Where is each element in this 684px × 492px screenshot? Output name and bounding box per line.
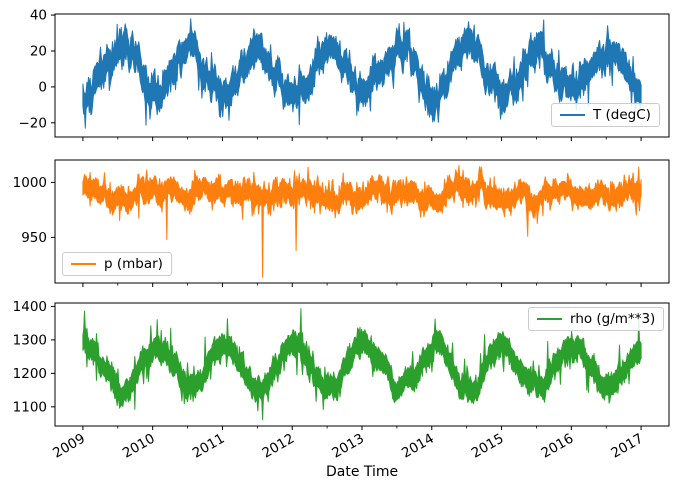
legend-line-sample-temperature bbox=[560, 114, 585, 117]
legend-label-temperature: T (degC) bbox=[593, 107, 651, 123]
y-tick-label: 1300 bbox=[13, 332, 47, 348]
y-tick-label: 40 bbox=[30, 8, 47, 24]
y-tick-label: 0 bbox=[38, 79, 47, 95]
y-tick-label: 1400 bbox=[13, 299, 47, 315]
legend-line-sample-density bbox=[537, 318, 562, 321]
legend-temperature: T (degC) bbox=[551, 103, 660, 128]
series-line-p bbox=[82, 164, 642, 278]
y-tick-label: 1000 bbox=[13, 175, 47, 191]
x-tick-label: 2017 bbox=[608, 431, 646, 462]
x-tick-label: 2011 bbox=[190, 431, 228, 462]
x-tick-label: 2014 bbox=[399, 431, 437, 462]
x-tick-label: 2010 bbox=[120, 431, 158, 462]
y-tick-label: 1100 bbox=[13, 399, 47, 415]
y-tick-label: 950 bbox=[21, 230, 47, 246]
x-tick-label: 2015 bbox=[469, 431, 507, 462]
x-tick-label: 2009 bbox=[50, 431, 88, 462]
y-tick-label: 1200 bbox=[13, 366, 47, 382]
x-tick-label: 2016 bbox=[539, 431, 577, 462]
x-tick-label: 2012 bbox=[259, 431, 297, 462]
series-line-rho bbox=[82, 308, 642, 420]
legend-line-sample-pressure bbox=[71, 263, 96, 266]
y-tick-label: −20 bbox=[19, 115, 48, 131]
x-tick-label: 2013 bbox=[329, 431, 367, 462]
legend-pressure: p (mbar) bbox=[62, 252, 172, 277]
legend-density: rho (g/m**3) bbox=[528, 307, 665, 332]
y-tick-label: 20 bbox=[30, 43, 47, 59]
legend-label-density: rho (g/m**3) bbox=[570, 311, 656, 327]
legend-label-pressure: p (mbar) bbox=[104, 256, 163, 272]
x-axis-title: Date Time bbox=[326, 464, 399, 480]
